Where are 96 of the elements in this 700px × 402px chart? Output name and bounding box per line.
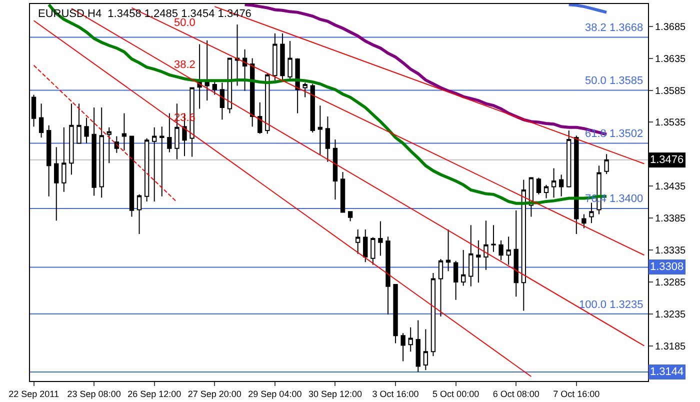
candlestick: [220, 82, 225, 120]
y-tick-label: 1.3585: [655, 86, 686, 97]
candlestick: [574, 135, 579, 235]
candlestick: [536, 177, 542, 195]
candlestick: [408, 326, 413, 352]
candlestick: [582, 214, 586, 229]
candlestick: [234, 24, 240, 86]
candlestick: [302, 82, 308, 98]
x-tick-label: 3 Oct 16:00: [372, 388, 419, 399]
x-tick-label: 23 Sep 08:00: [67, 388, 121, 399]
candlestick: [370, 236, 376, 266]
annotation: 50.0 1.3585: [585, 75, 644, 87]
y-tick-label: 1.3435: [655, 182, 686, 193]
candlestick: [393, 284, 398, 344]
candlestick: [265, 73, 270, 134]
candlestick: [491, 224, 496, 252]
candlestick: [318, 105, 322, 156]
x-tick-label: 5 Oct 00:00: [432, 388, 480, 399]
x-tick-label: 27 Sep 20:00: [188, 388, 242, 399]
candlestick: [400, 332, 406, 362]
x-tick-label: 22 Sep 2011: [8, 388, 59, 399]
candlestick: [340, 172, 346, 213]
x-tick-label: 26 Sep 12:00: [128, 388, 182, 399]
candlestick: [430, 272, 436, 357]
ref-line-label: 1.3476: [650, 154, 684, 166]
candlestick: [136, 194, 142, 235]
candlestick: [468, 224, 474, 287]
candlestick: [476, 240, 481, 284]
candlestick: [258, 102, 262, 134]
series-label: 50.0: [174, 17, 196, 29]
candlestick: [38, 103, 44, 138]
y-tick-label: 1.3385: [655, 214, 686, 225]
candlestick: [129, 136, 134, 218]
candlestick: [114, 136, 120, 154]
candlestick: [416, 320, 420, 373]
candlestick: [46, 124, 52, 197]
candlestick: [544, 184, 549, 199]
line-series: [567, 4, 608, 14]
ref-line-label: 1.3308: [650, 261, 684, 273]
candlestick: [551, 168, 556, 198]
candlestick: [152, 126, 157, 202]
candlestick: [604, 154, 609, 174]
y-tick-label: 1.3235: [655, 309, 686, 320]
candlestick: [310, 83, 315, 133]
x-tick-label: 30 Sep 12:00: [308, 388, 362, 399]
candlestick: [461, 250, 466, 286]
candlestick: [212, 80, 217, 96]
candlestick: [558, 174, 564, 197]
candlestick: [122, 112, 127, 151]
candlestick: [378, 220, 383, 256]
y-tick-label: 1.3335: [655, 246, 686, 257]
candlestick: [514, 210, 518, 298]
candlestick: [204, 40, 210, 101]
candlestick: [76, 103, 82, 144]
annotation: 38.2 1.3668: [585, 22, 644, 34]
candlestick: [498, 240, 504, 261]
ref-line-label: 1.3144: [650, 366, 684, 378]
candlestick: [160, 126, 164, 197]
candlestick: [589, 202, 594, 224]
candlestick: [332, 138, 338, 200]
candlestick: [363, 229, 368, 263]
candlestick: [84, 117, 89, 144]
candlestick: [453, 260, 458, 300]
series-label: 38.2: [174, 59, 196, 71]
x-tick-label: 29 Sep 04:00: [248, 388, 302, 399]
y-tick-label: 1.3285: [655, 277, 686, 288]
candlestick: [348, 211, 353, 222]
candlestick: [242, 48, 248, 92]
candlestick: [446, 229, 451, 272]
candlestick: [106, 126, 112, 164]
candlestick: [521, 179, 526, 312]
candlestick: [423, 328, 428, 371]
candlestick: [325, 116, 330, 162]
y-tick-label: 1.3535: [655, 118, 686, 129]
candlestick: [92, 107, 96, 196]
candlestick: [566, 130, 572, 188]
candlestick: [484, 220, 488, 270]
candlestick: [272, 32, 278, 82]
y-tick-label: 1.3635: [655, 54, 686, 65]
annotation: 100.0 1.3235: [579, 299, 644, 311]
x-tick-label: 7 Oct 16:00: [553, 388, 600, 399]
y-tick-label: 1.3185: [655, 341, 686, 352]
x-tick-label: 6 Oct 08:00: [492, 388, 540, 399]
candlestick: [386, 236, 390, 316]
candlestick: [280, 32, 285, 82]
candlestick: [99, 107, 104, 198]
y-tick-label: 1.3685: [655, 22, 686, 33]
candlestick: [62, 126, 66, 192]
candlestick: [144, 138, 150, 202]
candlestick: [167, 112, 172, 153]
candlestick: [506, 236, 511, 266]
candlestick: [356, 229, 360, 254]
candlestick: [438, 258, 444, 317]
candlestick: [54, 146, 59, 222]
candlestick: [288, 40, 292, 82]
candlestick: [69, 103, 74, 176]
